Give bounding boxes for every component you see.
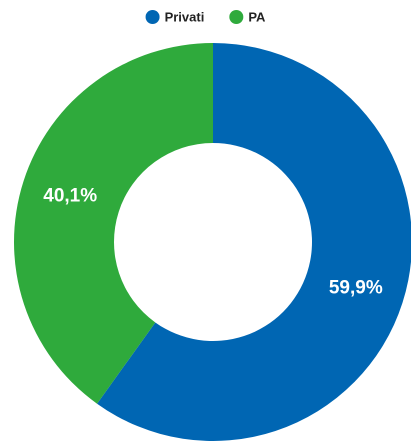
value-labels: 59,9% 40,1% bbox=[43, 186, 383, 299]
value-label: 59,9% bbox=[329, 277, 383, 298]
value-label: 40,1% bbox=[43, 186, 97, 207]
legend-swatch bbox=[229, 10, 244, 24]
donut-slice bbox=[14, 43, 214, 404]
legend-swatch bbox=[145, 10, 160, 24]
legend: Privati PA bbox=[145, 10, 266, 25]
legend-text: PA bbox=[248, 10, 266, 25]
donut-slice bbox=[97, 43, 411, 441]
donut bbox=[14, 43, 411, 441]
legend-item: Privati bbox=[145, 10, 205, 25]
legend-text: Privati bbox=[165, 10, 205, 25]
legend-item: PA bbox=[229, 10, 266, 25]
